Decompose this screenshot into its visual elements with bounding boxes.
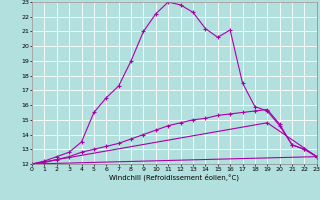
X-axis label: Windchill (Refroidissement éolien,°C): Windchill (Refroidissement éolien,°C) bbox=[109, 173, 239, 181]
